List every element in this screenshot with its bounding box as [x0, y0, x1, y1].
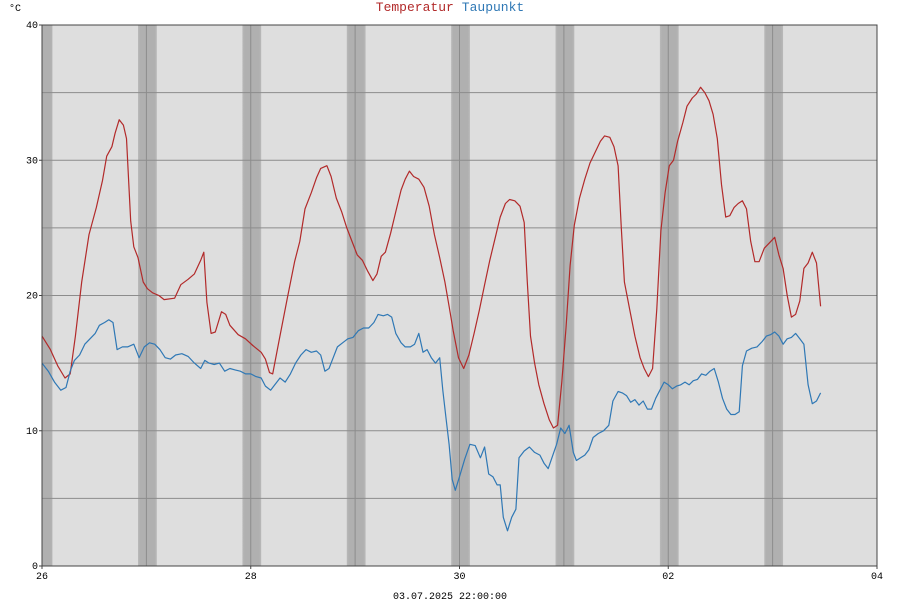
x-tick-label: 04	[871, 572, 883, 583]
x-tick-label: 02	[662, 572, 674, 583]
series-line-temperatur	[41, 86, 822, 429]
x-tick-label: 30	[453, 572, 465, 583]
legend-temperatur: Temperatur	[376, 0, 454, 15]
y-tick-label: 30	[26, 156, 38, 167]
y-tick-label: 10	[26, 427, 38, 438]
legend-taupunkt: Taupunkt	[462, 0, 524, 15]
x-tick-label: 26	[36, 572, 48, 583]
x-tick-label: 28	[245, 572, 257, 583]
y-tick-label: 20	[26, 292, 38, 303]
data-series	[41, 86, 822, 532]
series-line-taupunkt	[41, 313, 822, 532]
gridlines	[42, 25, 877, 566]
chart-title: Temperatur Taupunkt	[376, 0, 524, 15]
y-tick-label: 0	[32, 562, 38, 573]
y-axis-unit: °C	[9, 3, 21, 15]
y-tick-label: 40	[26, 21, 38, 32]
timestamp-label: 03.07.2025 22:00:00	[393, 592, 507, 600]
axes: 0 10 20 30 40 26 28 30 02 04	[26, 21, 883, 583]
